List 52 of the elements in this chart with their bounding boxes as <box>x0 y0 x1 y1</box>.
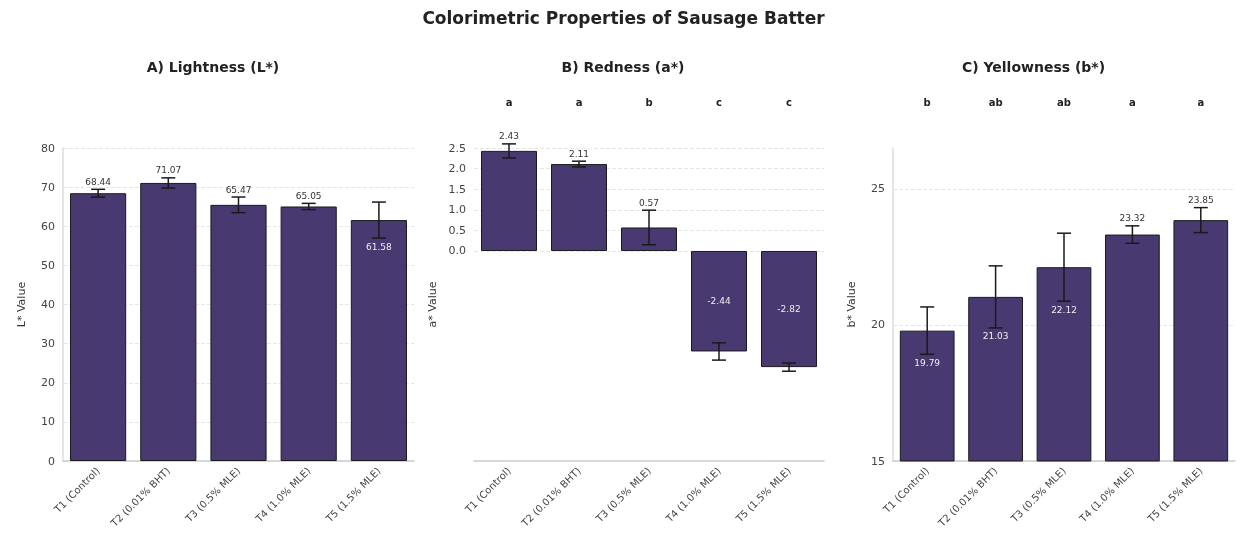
y-tick-label: 25 <box>871 182 885 196</box>
y-tick-label: 60 <box>41 219 55 233</box>
text: c <box>786 96 793 108</box>
data-label: 23.85 <box>1187 195 1214 206</box>
data-label: 65.05 <box>295 190 322 201</box>
y-tick-label: 2.0 <box>448 162 466 176</box>
y-tick-label: 1.0 <box>448 203 466 217</box>
text: a <box>1197 96 1205 108</box>
chart-title: C) Yellowness (b*) <box>961 59 1106 75</box>
data-label: 23.32 <box>1119 213 1146 224</box>
data-label: 2.11 <box>568 148 590 159</box>
text: ab <box>1057 96 1071 108</box>
bar <box>551 164 607 251</box>
data-label: 65.47 <box>225 184 252 195</box>
data-label: 19.79 <box>914 357 941 368</box>
chart-title: A) Lightness (L*) <box>146 59 280 75</box>
y-tick-label: 20 <box>871 318 885 332</box>
y-tick-label: 30 <box>41 337 55 351</box>
text: a <box>575 96 583 108</box>
y-tick-label: 50 <box>41 258 55 272</box>
y-axis-title: b* Value <box>845 281 858 328</box>
y-tick-label: 80 <box>41 141 55 155</box>
y-tick-label: 20 <box>41 376 55 390</box>
text: b <box>645 96 653 108</box>
text: a <box>1129 96 1136 108</box>
y-tick-label: 0.0 <box>448 244 466 258</box>
text: a <box>505 96 513 108</box>
data-label: 61.58 <box>366 241 393 252</box>
data-label: -2.82 <box>777 304 801 315</box>
y-axis-title: L* Value <box>15 281 28 328</box>
data-label: 22.12 <box>1051 304 1077 315</box>
data-label: -2.44 <box>707 296 731 307</box>
text: Colorimetric Properties of Sausage Batter <box>421 8 826 30</box>
y-axis-title: a* Value <box>425 281 439 328</box>
text: c <box>716 96 723 108</box>
data-label: 0.57 <box>638 197 660 208</box>
bar <box>761 250 817 368</box>
data-label: 68.44 <box>85 176 112 187</box>
text: b <box>923 96 931 108</box>
data-label: 2.43 <box>498 131 520 142</box>
y-tick-label: 40 <box>41 298 55 311</box>
data-label: 71.07 <box>155 165 182 176</box>
y-tick-label: 10 <box>41 415 55 429</box>
y-tick-label: 0.5 <box>448 223 466 237</box>
y-tick-label: 70 <box>41 180 55 194</box>
y-tick-label: 2.5 <box>448 141 466 155</box>
chart-title: B) Redness (a*) <box>561 59 685 75</box>
y-tick-label: 0 <box>48 454 55 468</box>
y-tick-label: 15 <box>871 454 885 468</box>
data-label: 21.03 <box>982 331 1009 342</box>
text: ab <box>988 96 1003 108</box>
y-tick-label: 1.5 <box>448 182 466 196</box>
